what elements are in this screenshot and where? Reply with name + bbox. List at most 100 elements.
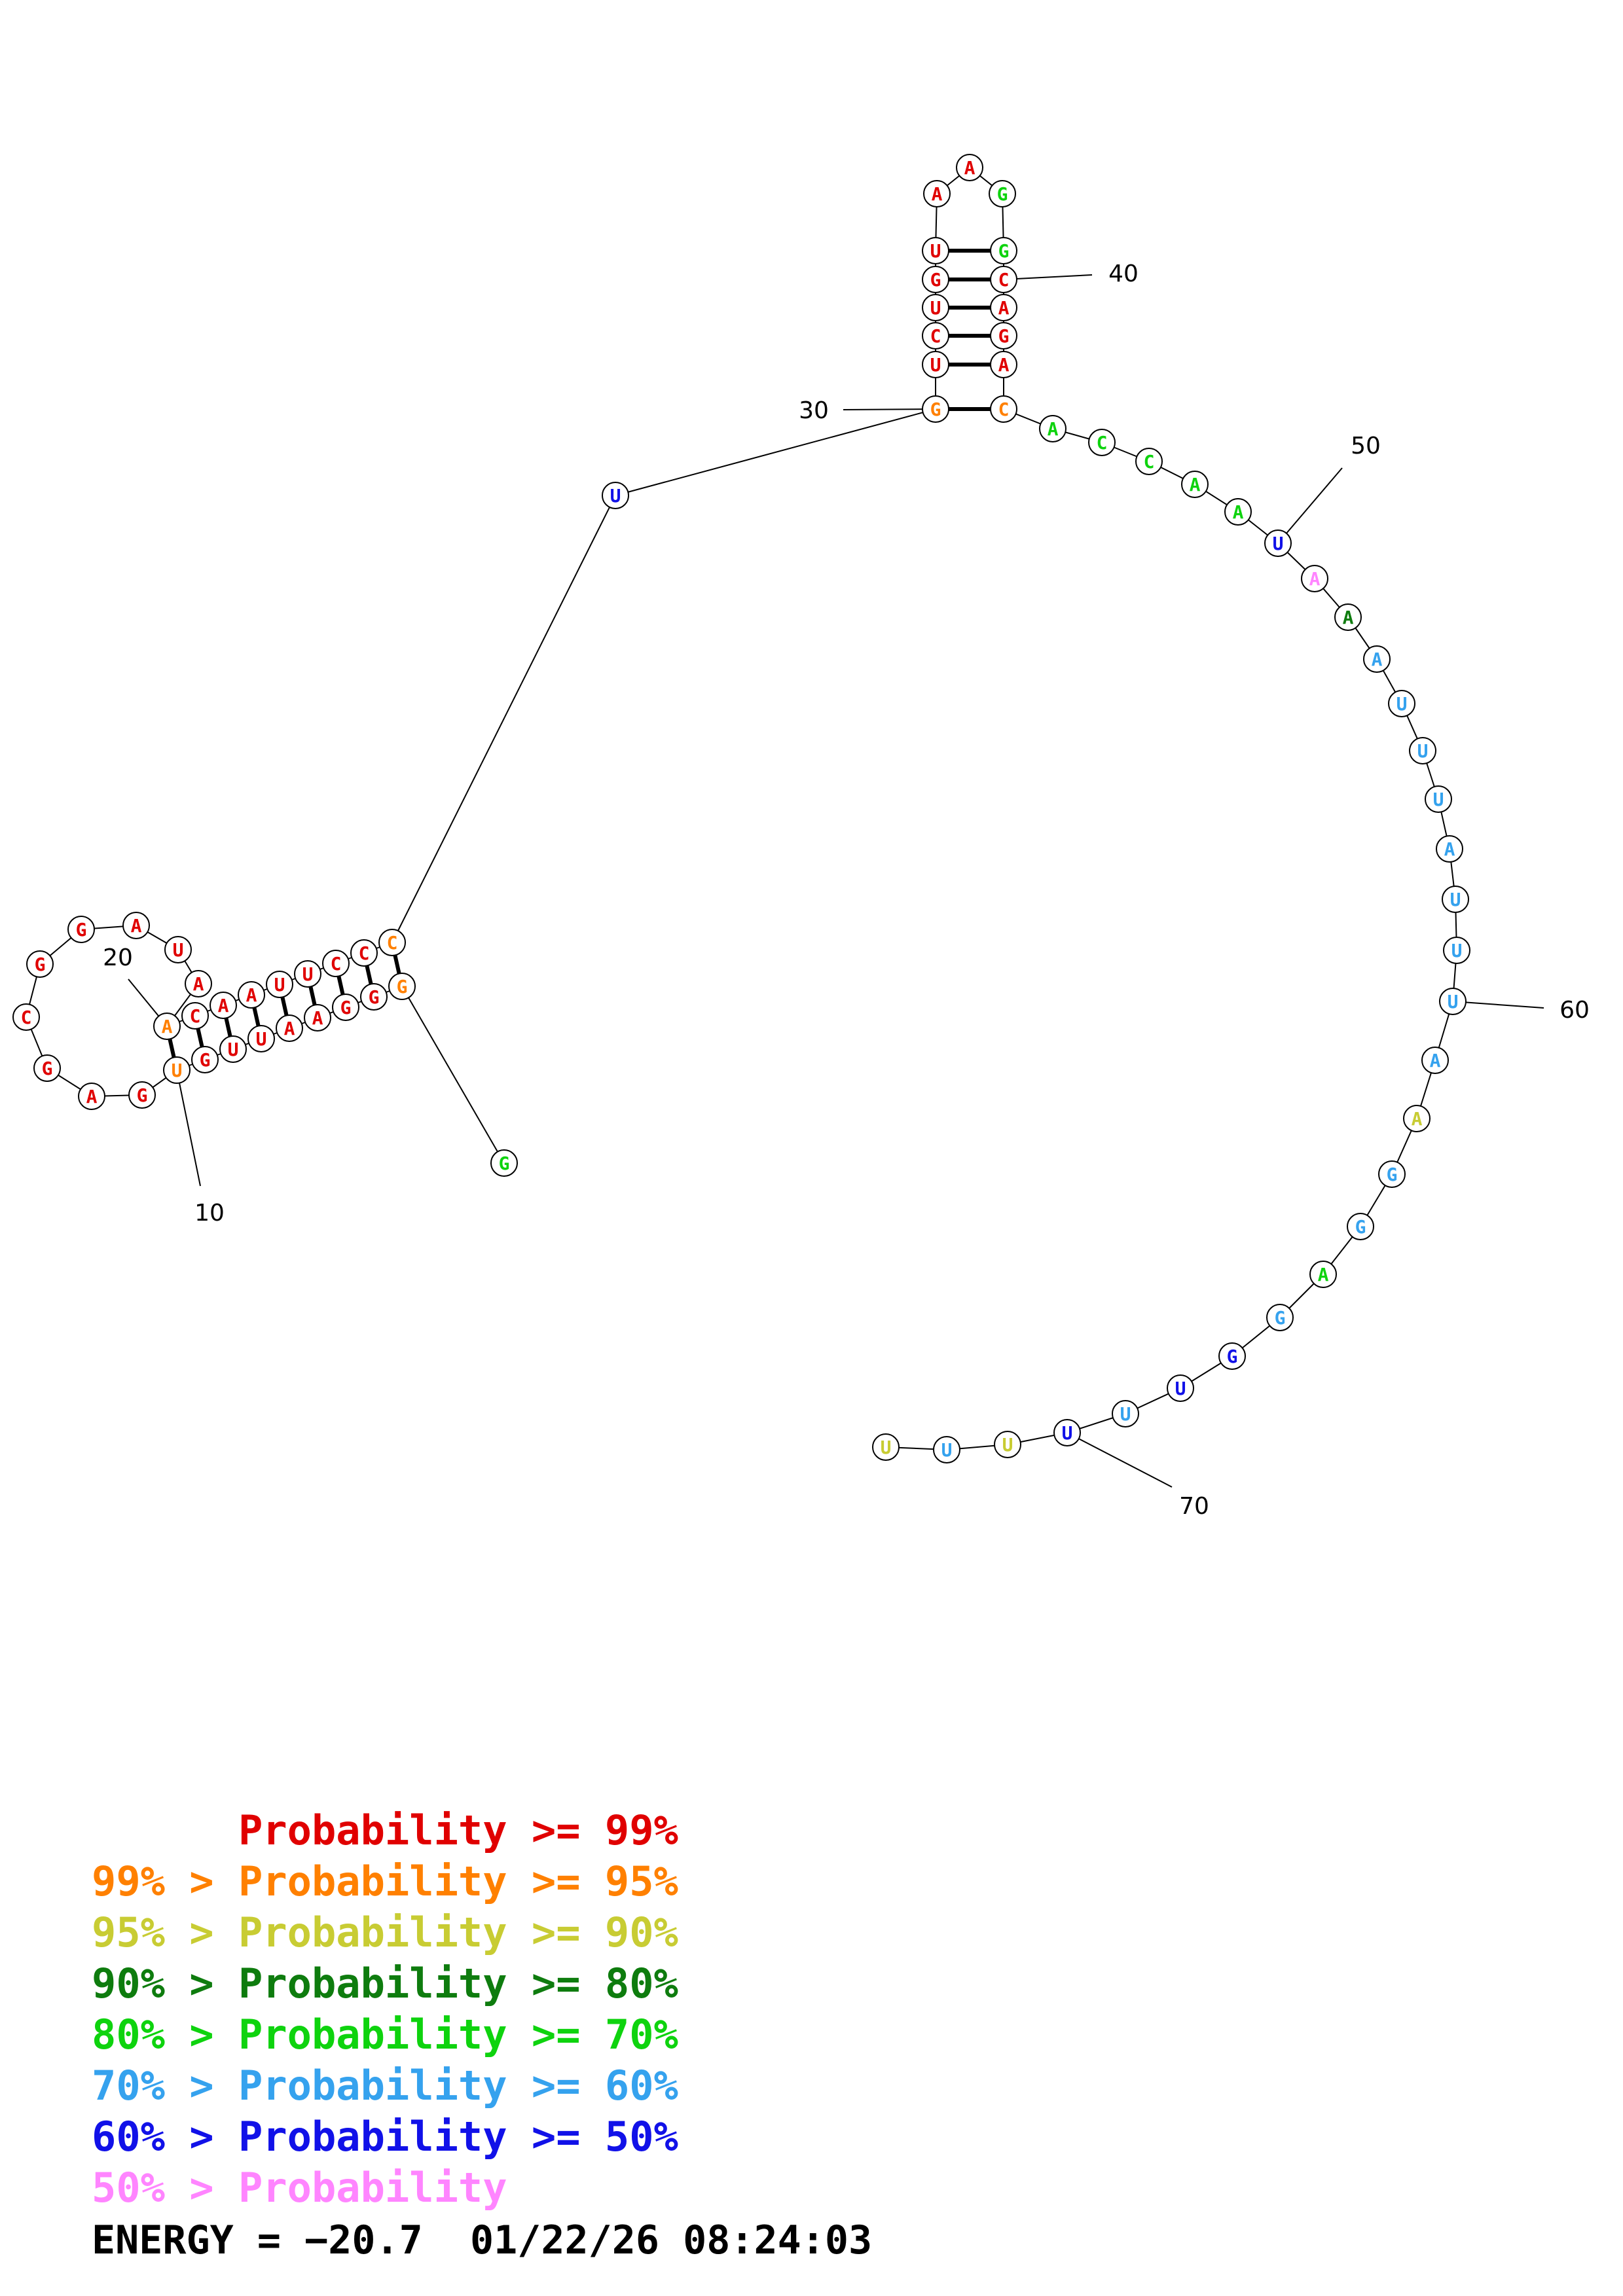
nucleotide-circle <box>490 1149 518 1177</box>
nucleotide-base: G <box>200 1049 211 1071</box>
nucleotide-circle <box>1135 448 1163 475</box>
nucleotide-circle <box>872 1433 900 1461</box>
nucleotide-base: U <box>1175 1378 1186 1399</box>
nucleotide-base: A <box>932 183 943 205</box>
probability-legend: Probability >= 99% 99% > Probability >= 9… <box>92 1805 678 2214</box>
nucleotide-circle <box>12 1003 40 1031</box>
nucleotide-base: U <box>930 354 941 376</box>
nucleotide-base: A <box>86 1086 98 1107</box>
nucleotide-base: G <box>998 325 1010 347</box>
nucleotide-circle <box>1266 1304 1294 1331</box>
nucleotide-circle <box>1363 645 1391 673</box>
nucleotide-circle <box>922 322 949 350</box>
label-pointer-line <box>1003 274 1093 280</box>
backbone-line <box>615 408 936 496</box>
nucleotide-circle <box>332 994 359 1021</box>
legend-row: 60% > Probability >= 50% <box>92 2113 678 2161</box>
nucleotide-circle <box>322 950 350 977</box>
nucleotide-base: G <box>42 1058 53 1079</box>
nucleotide-base: C <box>1097 432 1108 454</box>
nucleotide-circle <box>33 1054 61 1082</box>
nucleotide-circle <box>1378 1160 1406 1188</box>
nucleotide-circle <box>1301 565 1328 592</box>
nucleotide-circle <box>294 960 321 988</box>
nucleotide-base: C <box>21 1007 32 1028</box>
nucleotide-circle <box>923 180 951 207</box>
nucleotide-circle <box>210 992 237 1019</box>
nucleotide-circle <box>360 983 388 1011</box>
nucleotide-base: U <box>274 974 285 996</box>
nucleotide-circle <box>990 294 1017 321</box>
nucleotide-base: A <box>1444 838 1455 860</box>
energy-line: ENERGY = −20.7 01/22/26 08:24:03 <box>92 2217 873 2263</box>
nucleotide-base: G <box>997 183 1008 205</box>
nucleotide-base: A <box>284 1018 295 1039</box>
nucleotide-base: G <box>1355 1216 1366 1238</box>
nucleotide-base: A <box>1309 568 1321 590</box>
nucleotide-circle <box>1224 498 1252 526</box>
nucleotide-circle <box>1347 1213 1374 1240</box>
nucleotide-base: U <box>1062 1422 1073 1444</box>
nucleotide-base: A <box>1412 1108 1423 1130</box>
position-index-label: 30 <box>799 397 829 424</box>
nucleotide-base: A <box>1233 501 1244 523</box>
nucleotide-circle <box>1112 1400 1139 1427</box>
nucleotide-circle <box>956 154 983 181</box>
nucleotide-circle <box>990 237 1017 264</box>
nucleotide-circle <box>238 981 265 1009</box>
nucleotide-base: U <box>172 1060 183 1081</box>
nucleotide-circle <box>78 1083 105 1110</box>
nucleotide-circle <box>185 970 212 997</box>
nucleotide-base: U <box>1396 693 1408 715</box>
nucleotide-base: U <box>228 1039 239 1060</box>
nucleotide-circle <box>247 1025 275 1052</box>
label-pointer-line <box>176 1069 201 1187</box>
nucleotide-base: G <box>930 269 941 291</box>
label-pointer-line <box>1452 1001 1544 1009</box>
nucleotide-base: A <box>1430 1050 1441 1071</box>
legend-row: 80% > Probability >= 70% <box>92 2011 678 2058</box>
nucleotide-base: G <box>1387 1164 1398 1185</box>
nucleotide-circle <box>191 1046 219 1073</box>
nucleotide-circle <box>181 1002 209 1030</box>
legend-row: Probability >= 99% <box>92 1806 678 1854</box>
nucleotide-circle <box>1436 835 1463 863</box>
nucleotide-base: A <box>998 297 1010 319</box>
nucleotide-base: A <box>193 973 204 995</box>
nucleotide-circle <box>1409 737 1436 764</box>
nucleotide-circle <box>1181 471 1209 498</box>
position-index-label: 60 <box>1559 997 1590 1024</box>
nucleotide-circle <box>922 294 949 321</box>
nucleotide-circle <box>378 929 406 956</box>
nucleotide-circle <box>922 237 949 264</box>
nucleotide-base: A <box>998 354 1010 376</box>
nucleotide-circle <box>1088 429 1116 456</box>
legend-row: 50% > Probability <box>92 2164 507 2212</box>
nucleotide-circle <box>1039 415 1067 442</box>
legend-row: 95% > Probability >= 90% <box>92 1909 678 1956</box>
nucleotide-circle <box>388 973 416 1000</box>
nucleotide-base: C <box>1144 451 1155 473</box>
nucleotide-circle <box>922 395 949 423</box>
nucleotide-base: G <box>1275 1307 1286 1329</box>
nucleotide-circle <box>153 1013 181 1040</box>
nucleotide-base: G <box>397 976 408 997</box>
nucleotide-base: A <box>312 1007 323 1029</box>
nucleotide-base: C <box>387 932 398 954</box>
nucleotide-circle <box>67 916 95 943</box>
position-index-label: 10 <box>194 1200 225 1227</box>
nucleotide-base: U <box>1273 533 1284 554</box>
nucleotide-base: U <box>1451 940 1463 961</box>
nucleotide-circle <box>922 266 949 293</box>
legend-row: 90% > Probability >= 80% <box>92 1960 678 2007</box>
nucleotide-circle <box>266 971 293 998</box>
nucleotide-base: U <box>302 963 314 985</box>
nucleotide-base: U <box>173 939 184 961</box>
nucleotide-circle <box>304 1004 331 1031</box>
nucleotide-base: U <box>1450 889 1461 910</box>
nucleotide-base: U <box>881 1437 892 1458</box>
position-index-label: 50 <box>1351 433 1381 459</box>
nucleotide-circle <box>1442 886 1469 913</box>
